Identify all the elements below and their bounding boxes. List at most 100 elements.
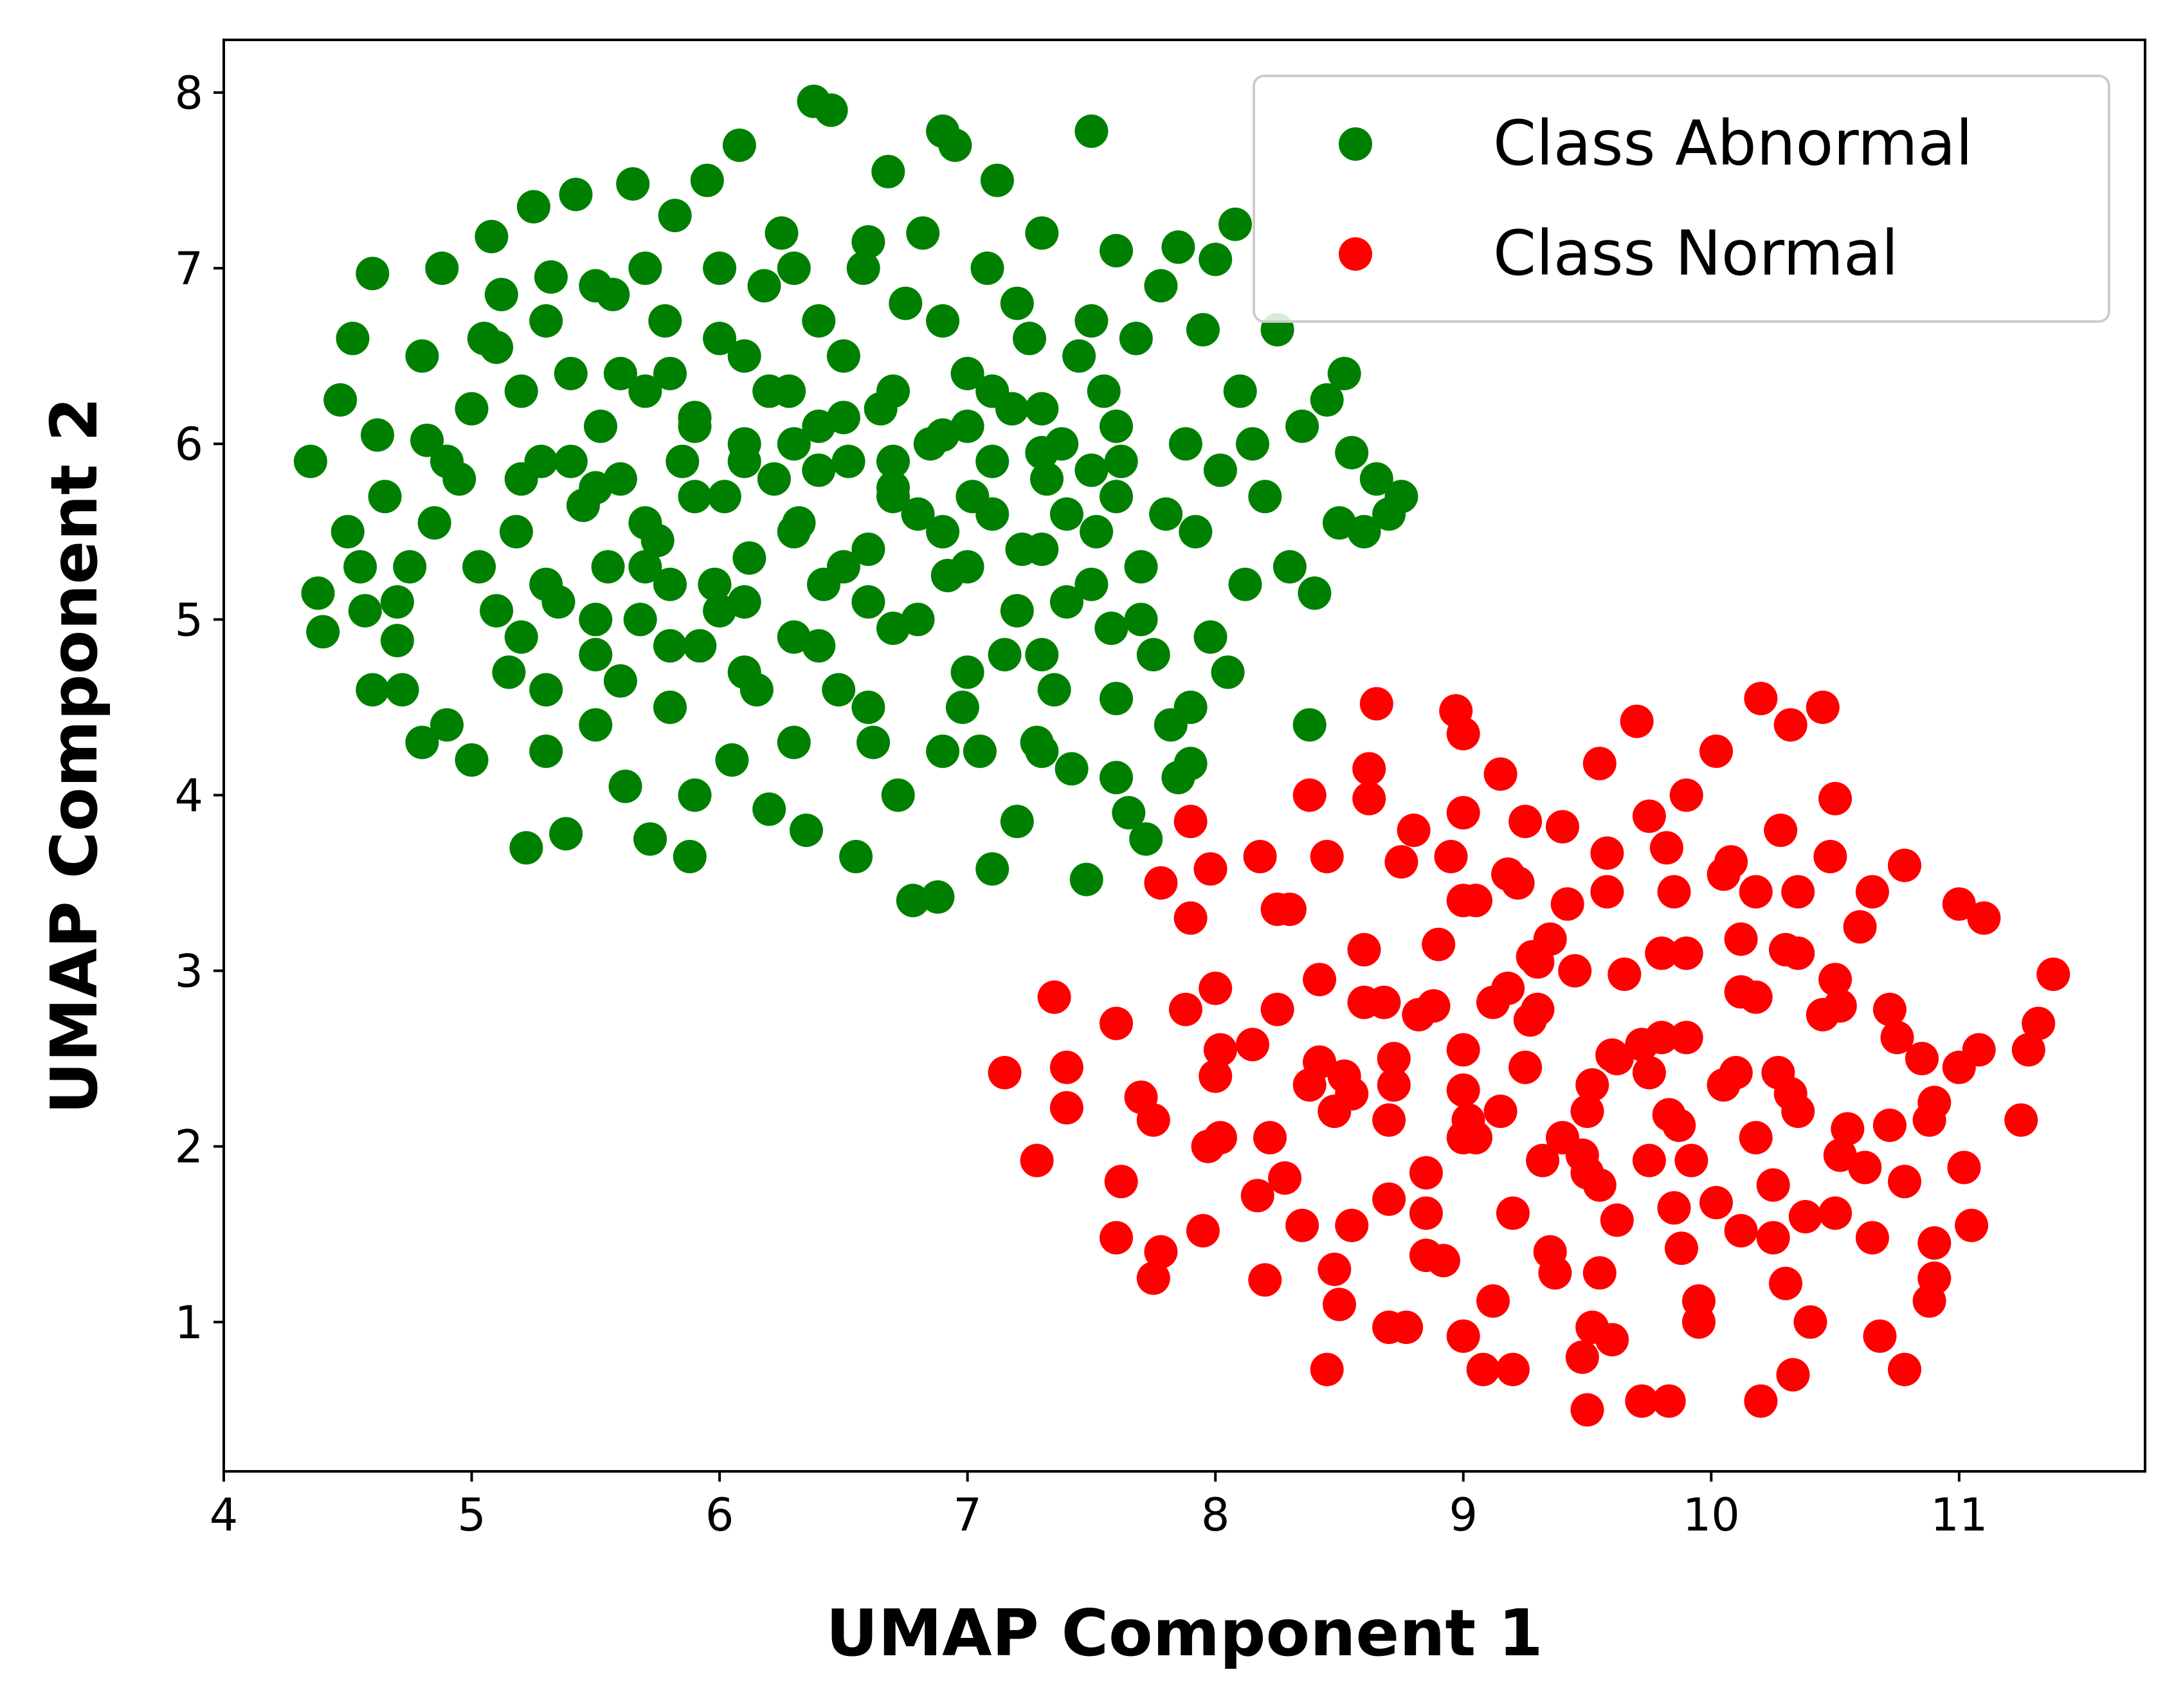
data-point — [678, 409, 712, 443]
data-point — [1025, 532, 1059, 567]
data-point — [1769, 1266, 1802, 1300]
data-point — [368, 480, 402, 514]
data-point — [752, 792, 786, 826]
data-point — [1049, 1091, 1083, 1125]
data-point — [975, 374, 1010, 408]
data-point — [385, 673, 419, 707]
data-point — [653, 629, 687, 663]
data-point — [988, 638, 1022, 671]
data-point — [1608, 958, 1642, 991]
data-point — [1384, 845, 1418, 879]
data-point — [1000, 286, 1034, 320]
data-point — [851, 532, 885, 567]
data-point — [1600, 1203, 1634, 1237]
data-point — [1104, 1165, 1138, 1199]
data-point — [1203, 453, 1237, 487]
data-point — [331, 514, 365, 549]
series-abnormal — [293, 84, 1418, 918]
data-point — [1719, 1056, 1753, 1089]
data-point — [1013, 322, 1046, 356]
data-point — [579, 708, 613, 742]
data-point — [1818, 781, 1852, 815]
y-axis-title: UMAP Component 2 — [37, 397, 112, 1114]
y-tick-label: 3 — [174, 945, 203, 998]
data-point — [1298, 576, 1332, 610]
data-point — [1582, 1168, 1617, 1202]
data-point — [648, 304, 682, 338]
data-point — [1446, 795, 1480, 830]
data-point — [851, 585, 885, 619]
data-point — [1434, 840, 1468, 873]
data-point — [963, 734, 997, 768]
data-point — [1100, 761, 1133, 795]
data-point — [1390, 1311, 1424, 1344]
x-tick-label: 5 — [457, 1489, 486, 1541]
data-point — [732, 541, 766, 575]
data-point — [1074, 567, 1109, 601]
data-point — [1962, 1033, 1996, 1067]
data-point — [1025, 734, 1059, 768]
data-point — [1483, 1095, 1517, 1129]
data-point — [1657, 1191, 1691, 1225]
data-point — [480, 594, 514, 628]
data-point — [1025, 638, 1059, 671]
data-point — [1590, 836, 1624, 870]
data-point — [1199, 242, 1233, 277]
data-point — [1669, 936, 1703, 970]
legend-box — [1253, 75, 2110, 323]
data-point — [1818, 1196, 1852, 1230]
data-point — [1570, 1095, 1604, 1129]
x-axis-title: UMAP Component 1 — [826, 1595, 1543, 1671]
data-point — [1620, 704, 1654, 738]
data-point — [1327, 356, 1361, 390]
data-point — [1632, 799, 1666, 833]
data-point — [579, 603, 613, 637]
data-point — [889, 286, 923, 320]
data-point — [1813, 840, 1847, 873]
data-point — [1323, 1287, 1356, 1322]
data-point — [1037, 673, 1071, 707]
data-point — [653, 356, 687, 390]
data-point — [1100, 682, 1133, 716]
data-point — [1417, 989, 1451, 1023]
data-point — [1595, 1323, 1629, 1357]
data-point — [579, 638, 613, 671]
x-tick-label: 6 — [705, 1489, 734, 1541]
data-point — [343, 550, 377, 584]
data-point — [504, 462, 538, 496]
data-point — [1409, 1156, 1443, 1190]
data-point — [529, 673, 563, 707]
data-point — [1806, 690, 1840, 724]
data-point — [1888, 1352, 1921, 1386]
data-point — [1739, 875, 1773, 909]
data-point — [2022, 1006, 2056, 1040]
data-point — [926, 514, 960, 549]
data-point — [747, 269, 781, 303]
data-point — [666, 444, 700, 478]
data-point — [1199, 1059, 1233, 1093]
data-point — [1136, 1103, 1170, 1137]
data-point — [554, 444, 588, 478]
data-point — [361, 418, 394, 452]
data-point — [1310, 1352, 1344, 1386]
data-point — [673, 840, 707, 873]
data-point — [1739, 980, 1773, 1014]
data-point — [1744, 682, 1778, 716]
y-tick-label: 2 — [174, 1121, 203, 1174]
data-point — [1062, 339, 1096, 373]
data-point — [1352, 752, 1386, 786]
data-point — [683, 629, 717, 663]
data-point — [839, 840, 873, 873]
data-point — [417, 506, 451, 540]
data-point — [896, 884, 930, 918]
data-point — [765, 216, 799, 250]
data-point — [1582, 1256, 1617, 1290]
data-point — [1285, 1208, 1319, 1242]
data-point — [1161, 230, 1195, 264]
data-point — [1781, 1095, 1815, 1129]
data-point — [1347, 932, 1381, 967]
data-point — [1173, 901, 1208, 935]
legend-label-normal: Class Normal — [1493, 217, 1898, 289]
data-point — [1168, 427, 1202, 461]
data-point — [484, 278, 518, 311]
